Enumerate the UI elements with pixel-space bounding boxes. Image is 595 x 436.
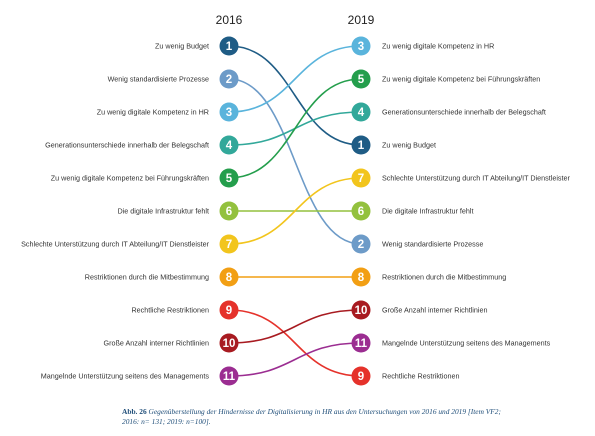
rank-circle-2019-6 [351, 201, 371, 221]
rank-number-2016-5: 5 [226, 173, 233, 185]
slope-chart: 2016 2019 Zu wenig Budget Wenig standardi… [21, 13, 571, 386]
rank-number-2016-4: 4 [226, 140, 233, 152]
rank-circle-2016-2 [219, 69, 239, 89]
connector-line-3 [228, 45, 362, 113]
labels-2019: Zu wenig Budget Wenig standardisierte Pro… [382, 42, 571, 381]
rank-number-2019-6: 6 [358, 206, 364, 218]
rank-circle-2016-3 [219, 102, 239, 122]
caption-text: Gegenüberstellung der Hindernisse der Di… [122, 407, 501, 426]
rank-number-2019-4: 1 [358, 140, 365, 152]
connector-lines [228, 45, 362, 377]
rank-number-2019-8: 8 [358, 272, 365, 284]
connector-line-1 [228, 45, 362, 146]
rank-circle-2016-1 [219, 36, 239, 56]
rank-circle-2019-8 [351, 267, 371, 287]
rank-circle-2016-7 [219, 234, 239, 254]
label-2019-rank-9: Große Anzahl interner Richtlinien [382, 306, 487, 315]
label-2019-rank-7: Wenig standardisierte Prozesse [382, 240, 483, 249]
rank-number-2016-9: 9 [226, 305, 232, 317]
rank-circle-2016-4 [219, 135, 239, 155]
rank-number-2019-2: 5 [358, 74, 365, 86]
connector-line-7 [228, 177, 362, 245]
rank-circle-2016-6 [219, 201, 239, 221]
connector-line-5 [228, 78, 362, 179]
rank-circle-2016-5 [219, 168, 239, 188]
rank-number-2016-6: 6 [226, 206, 232, 218]
rank-circle-2019-7 [351, 234, 371, 254]
rank-circle-2016-8 [219, 267, 239, 287]
connector-line-11 [228, 342, 362, 377]
label-2016-rank-11: Mangelnde Unterstützung seitens des Mana… [41, 372, 210, 381]
rank-number-2019-11: 9 [358, 371, 364, 383]
rank-circle-2019-9 [351, 300, 371, 320]
rank-circle-2016-11 [219, 366, 239, 386]
label-2019-rank-6: Die digitale Infrastruktur fehlt [382, 207, 473, 216]
rank-number-2016-11: 11 [223, 371, 236, 383]
rank-circle-2019-2 [351, 69, 371, 89]
year-label-2019: 2019 [348, 13, 375, 27]
labels-2016: Zu wenig Budget Wenig standardisierte Pro… [21, 42, 210, 381]
label-2016-rank-7: Schlechte Unterstützung durch IT Abteilu… [21, 240, 210, 249]
label-2019-rank-5: Schlechte Unterstützung durch IT Abteilu… [382, 174, 571, 183]
rank-number-2016-2: 2 [226, 74, 232, 86]
connector-line-10 [228, 309, 362, 344]
rank-number-2016-10: 10 [223, 338, 236, 350]
label-2016-rank-1: Zu wenig Budget [155, 42, 209, 51]
label-2016-rank-2: Wenig standardisierte Prozesse [108, 75, 209, 84]
rank-circle-2016-10 [219, 333, 239, 353]
label-2016-rank-3: Zu wenig digitale Kompetenz in HR [97, 108, 209, 117]
rank-number-2016-1: 1 [226, 41, 233, 53]
rank-circle-2019-3 [351, 102, 371, 122]
rank-circle-2019-11 [351, 366, 371, 386]
label-2019-rank-11: Rechtliche Restriktionen [382, 372, 460, 381]
rank-number-2019-3: 4 [358, 107, 365, 119]
rank-number-2019-9: 10 [355, 305, 368, 317]
rank-number-2016-3: 3 [226, 107, 232, 119]
figure-caption: Abb. 26 Gegenüberstellung der Hinderniss… [122, 407, 502, 427]
rank-circle-2019-5 [351, 168, 371, 188]
label-2019-rank-3: Generationsunterschiede innerhalb der Be… [382, 108, 546, 117]
label-2016-rank-8: Restriktionen durch die Mitbestimmung [85, 273, 209, 282]
year-label-2016: 2016 [216, 13, 243, 27]
rank-number-2019-10: 11 [355, 338, 368, 350]
label-2019-rank-2: Zu wenig digitale Kompetenz bei Führungs… [382, 75, 540, 84]
label-2016-rank-5: Zu wenig digitale Kompetenz bei Führungs… [51, 174, 209, 183]
label-2016-rank-4: Generationsunterschiede innerhalb der Be… [45, 141, 209, 150]
rank-circle-2016-9 [219, 300, 239, 320]
connector-line-9 [228, 309, 362, 377]
rank-circle-2019-1 [351, 36, 371, 56]
label-2016-rank-9: Rechtliche Restriktionen [131, 306, 209, 315]
rank-number-2016-7: 7 [226, 239, 232, 251]
label-2016-rank-10: Große Anzahl interner Richtlinien [104, 339, 209, 348]
figure-number: Abb. 26 [122, 407, 147, 416]
rank-number-2019-1: 3 [358, 41, 364, 53]
rank-circle-2019-4 [351, 135, 371, 155]
rank-circle-2019-10 [351, 333, 371, 353]
label-2019-rank-8: Restriktionen durch die Mitbestimmung [382, 273, 506, 282]
rank-number-2016-8: 8 [226, 272, 233, 284]
label-2019-rank-1: Zu wenig digitale Kompetenz in HR [382, 42, 494, 51]
label-2016-rank-6: Die digitale Infrastruktur fehlt [118, 207, 209, 216]
rank-number-2019-5: 7 [358, 173, 364, 185]
label-2019-rank-4: Zu wenig Budget [382, 141, 436, 150]
rank-number-2019-7: 2 [358, 239, 364, 251]
connector-line-2 [228, 78, 362, 245]
label-2019-rank-10: Mangelnde Unterstützung seitens des Mana… [382, 339, 551, 348]
